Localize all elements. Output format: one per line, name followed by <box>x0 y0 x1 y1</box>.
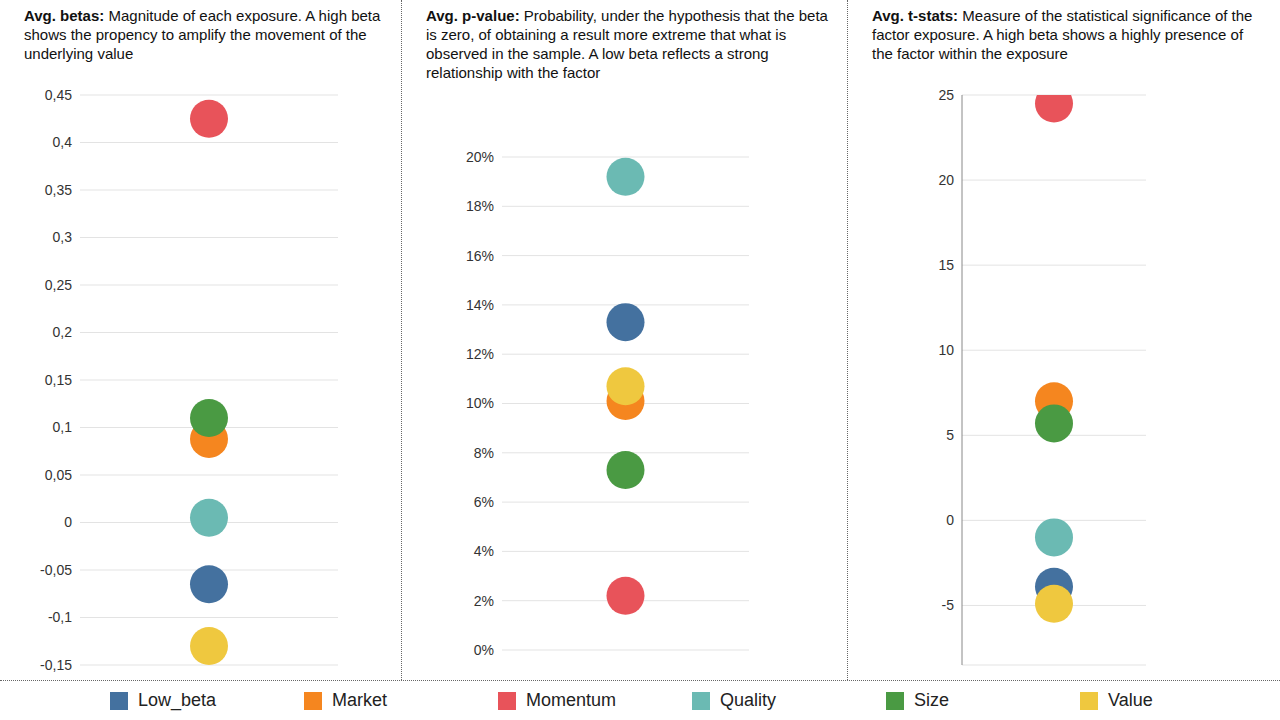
svg-text:18%: 18% <box>466 198 494 214</box>
html-text:Low_beta: Low_beta <box>138 690 217 710</box>
svg-text:2%: 2% <box>474 593 494 609</box>
svg-text:-5: -5 <box>942 597 955 613</box>
svg-text:0,35: 0,35 <box>45 182 72 198</box>
svg-text:0,25: 0,25 <box>45 277 72 293</box>
html-text:Avg. t-stats: Measure of the s: Avg. t-stats: Measure of the statistical… <box>872 7 1253 62</box>
svg-text:-0,15: -0,15 <box>40 657 72 673</box>
svg-text:-0,1: -0,1 <box>48 609 72 625</box>
svg-text:14%: 14% <box>466 297 494 313</box>
svg-text:0,2: 0,2 <box>53 324 73 340</box>
svg-text:0: 0 <box>64 514 72 530</box>
svg-text:-0,05: -0,05 <box>40 562 72 578</box>
svg-text:20: 20 <box>938 172 954 188</box>
svg-text:15: 15 <box>938 257 954 273</box>
html-text:Market: Market <box>332 690 387 710</box>
svg-text:0,4: 0,4 <box>53 134 73 150</box>
svg-text:0%: 0% <box>474 642 494 658</box>
html-text:Value: Value <box>1108 690 1153 710</box>
html-text:Quality: Quality <box>720 690 776 710</box>
svg-text:4%: 4% <box>474 543 494 559</box>
svg-text:12%: 12% <box>466 346 494 362</box>
svg-text:0,45: 0,45 <box>45 87 72 103</box>
svg-text:25: 25 <box>938 87 954 103</box>
svg-text:20%: 20% <box>466 149 494 165</box>
svg-text:0,3: 0,3 <box>53 229 73 245</box>
svg-text:5: 5 <box>946 427 954 443</box>
svg-text:8%: 8% <box>474 445 494 461</box>
svg-text:0,1: 0,1 <box>53 419 73 435</box>
svg-text:0,05: 0,05 <box>45 467 72 483</box>
svg-text:16%: 16% <box>466 248 494 264</box>
svg-text:10: 10 <box>938 342 954 358</box>
svg-text:0: 0 <box>946 512 954 528</box>
svg-text:0,15: 0,15 <box>45 372 72 388</box>
html-text:Momentum: Momentum <box>526 690 616 710</box>
svg-text:10%: 10% <box>466 395 494 411</box>
html-text:Avg. p-value: Probability, und: Avg. p-value: Probability, under the hyp… <box>426 7 828 81</box>
html-text:Size: Size <box>914 690 949 710</box>
html-text:Avg. betas: Magnitude of each: Avg. betas: Magnitude of each exposure. … <box>24 7 381 62</box>
svg-text:6%: 6% <box>474 494 494 510</box>
